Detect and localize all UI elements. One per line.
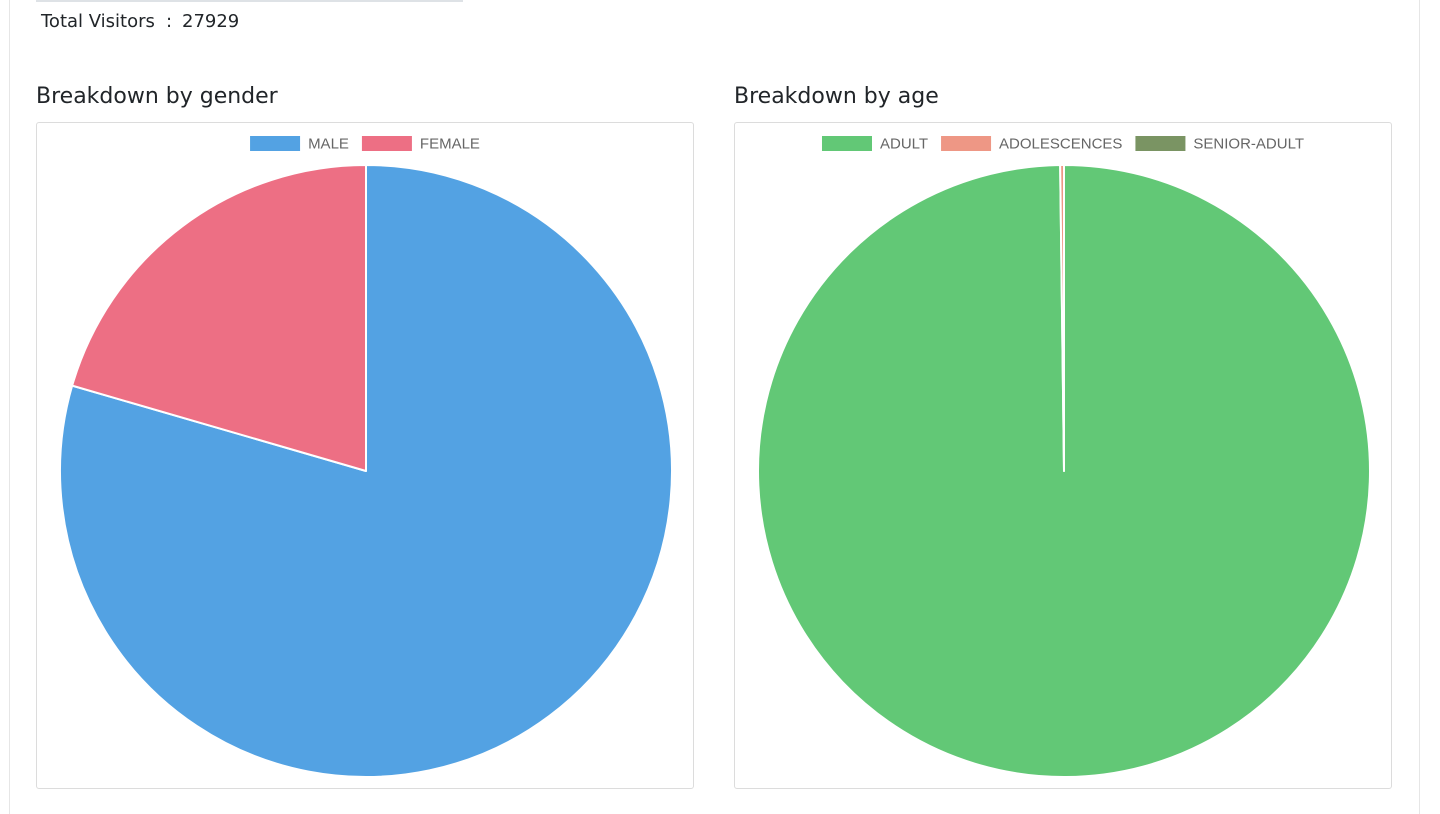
pie-slice-adolescences[interactable]	[1059, 164, 1065, 472]
table-bottom-rule	[36, 0, 463, 2]
gender-pie-chart: MALE FEMALE	[59, 136, 673, 778]
legend-label-male: MALE	[308, 136, 349, 153]
legend-swatch-male[interactable]	[250, 136, 301, 151]
age-chart-title: Breakdown by age	[734, 84, 939, 109]
total-visitors-separator: :	[166, 11, 173, 32]
gender-chart-legend: MALE FEMALE	[250, 136, 480, 153]
legend-swatch-senior-adult[interactable]	[1135, 136, 1186, 151]
age-pie-chart: ADULT ADOLESCENCES SENIOR-ADULT	[757, 136, 1372, 778]
age-chart-slices	[757, 164, 1372, 778]
gender-chart-slices	[59, 164, 673, 778]
total-visitors-value: 27929	[182, 11, 240, 32]
legend-label-female: FEMALE	[420, 136, 480, 153]
legend-label-adolescences: ADOLESCENCES	[999, 136, 1122, 153]
legend-label-senior-adult: SENIOR-ADULT	[1193, 136, 1304, 153]
legend-swatch-adult[interactable]	[821, 136, 872, 151]
total-visitors-label: Total Visitors	[41, 11, 155, 32]
legend-swatch-adolescences[interactable]	[941, 136, 992, 151]
legend-label-adult: ADULT	[880, 136, 928, 153]
card-border-left	[9, 0, 10, 814]
age-chart-container: ADULT ADOLESCENCES SENIOR-ADULT	[734, 122, 1392, 789]
pie-slice-female[interactable]	[71, 164, 367, 472]
legend-swatch-female[interactable]	[361, 136, 412, 151]
gender-chart-container: MALE FEMALE	[36, 122, 694, 789]
age-chart-legend: ADULT ADOLESCENCES SENIOR-ADULT	[821, 136, 1304, 153]
total-visitors-row: Total Visitors:27929	[41, 10, 239, 34]
card-border-right	[1419, 0, 1420, 814]
gender-chart-title: Breakdown by gender	[36, 84, 278, 109]
